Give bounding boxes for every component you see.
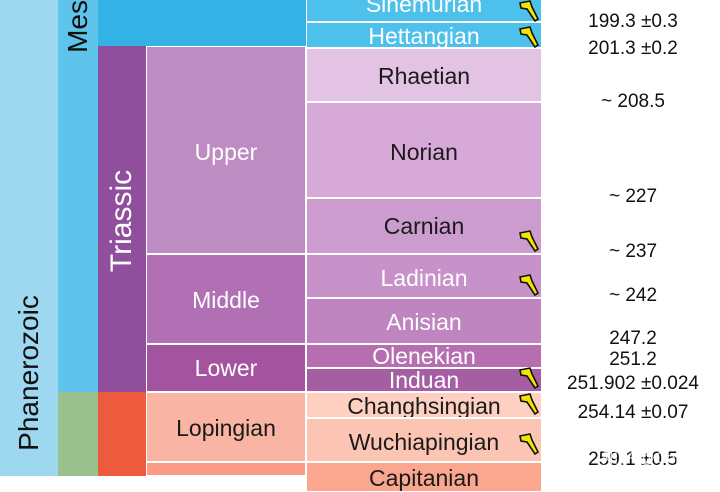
gssp-spike-icon (519, 0, 540, 22)
stage-sinemurian: Sinemurian (306, 0, 542, 22)
age-label: 199.3 ±0.3 (588, 11, 678, 32)
gssp-spike-icon (519, 433, 540, 455)
epoch-lower: Lower (146, 344, 306, 392)
age-label: 254.14 ±0.07 (577, 402, 689, 423)
age-label: ~ 208.5 (601, 91, 665, 112)
period-label: Triassic (105, 169, 138, 273)
age-label: ~ 242 (608, 285, 658, 306)
stage-ladinian: Ladinian (306, 254, 542, 298)
period-triassic (98, 46, 146, 392)
stage-induan: Induan (306, 368, 542, 392)
period-permian (98, 392, 146, 476)
eon-label: Phanerozoic (13, 295, 44, 451)
watermark: 知乎 @Congyu (602, 450, 710, 467)
stage-norian: Norian (306, 102, 542, 198)
period-jurassic (98, 0, 308, 46)
epoch-guadalupian (146, 462, 306, 476)
era-paleozoic (58, 392, 98, 476)
stage-carnian: Carnian (306, 198, 542, 254)
era-mesozoic (58, 0, 98, 392)
age-label: ~ 227 (608, 186, 658, 207)
age-label: 259.1 ±0.5 (588, 449, 678, 470)
stage-capitanian: Capitanian (306, 462, 542, 492)
epoch-lopingian: Lopingian (146, 392, 306, 462)
stage-hettangian: Hettangian (306, 22, 542, 48)
stage-rhaetian: Rhaetian (306, 48, 542, 102)
era-label: Mes (62, 0, 93, 53)
gssp-spike-icon (519, 230, 540, 252)
stage-anisian: Anisian (306, 298, 542, 344)
gssp-spike-icon (519, 274, 540, 296)
gssp-spike-icon (519, 26, 540, 48)
age-label: ~ 237 (608, 241, 658, 262)
epoch-middle: Middle (146, 254, 306, 344)
stage-olenekian: Olenekian (306, 344, 542, 368)
age-label: 247.2 (609, 328, 657, 349)
age-label: 251.902 ±0.024 (567, 373, 699, 394)
age-label: 251.2 (609, 349, 657, 370)
age-label: 201.3 ±0.2 (588, 38, 678, 59)
epoch-upper: Upper (146, 46, 306, 254)
gssp-spike-icon (519, 393, 540, 415)
stage-wuchiapingian: Wuchiapingian (306, 418, 542, 462)
gssp-spike-icon (519, 367, 540, 389)
eon-column (0, 0, 58, 476)
stage-changhsingian: Changhsingian (306, 392, 542, 418)
